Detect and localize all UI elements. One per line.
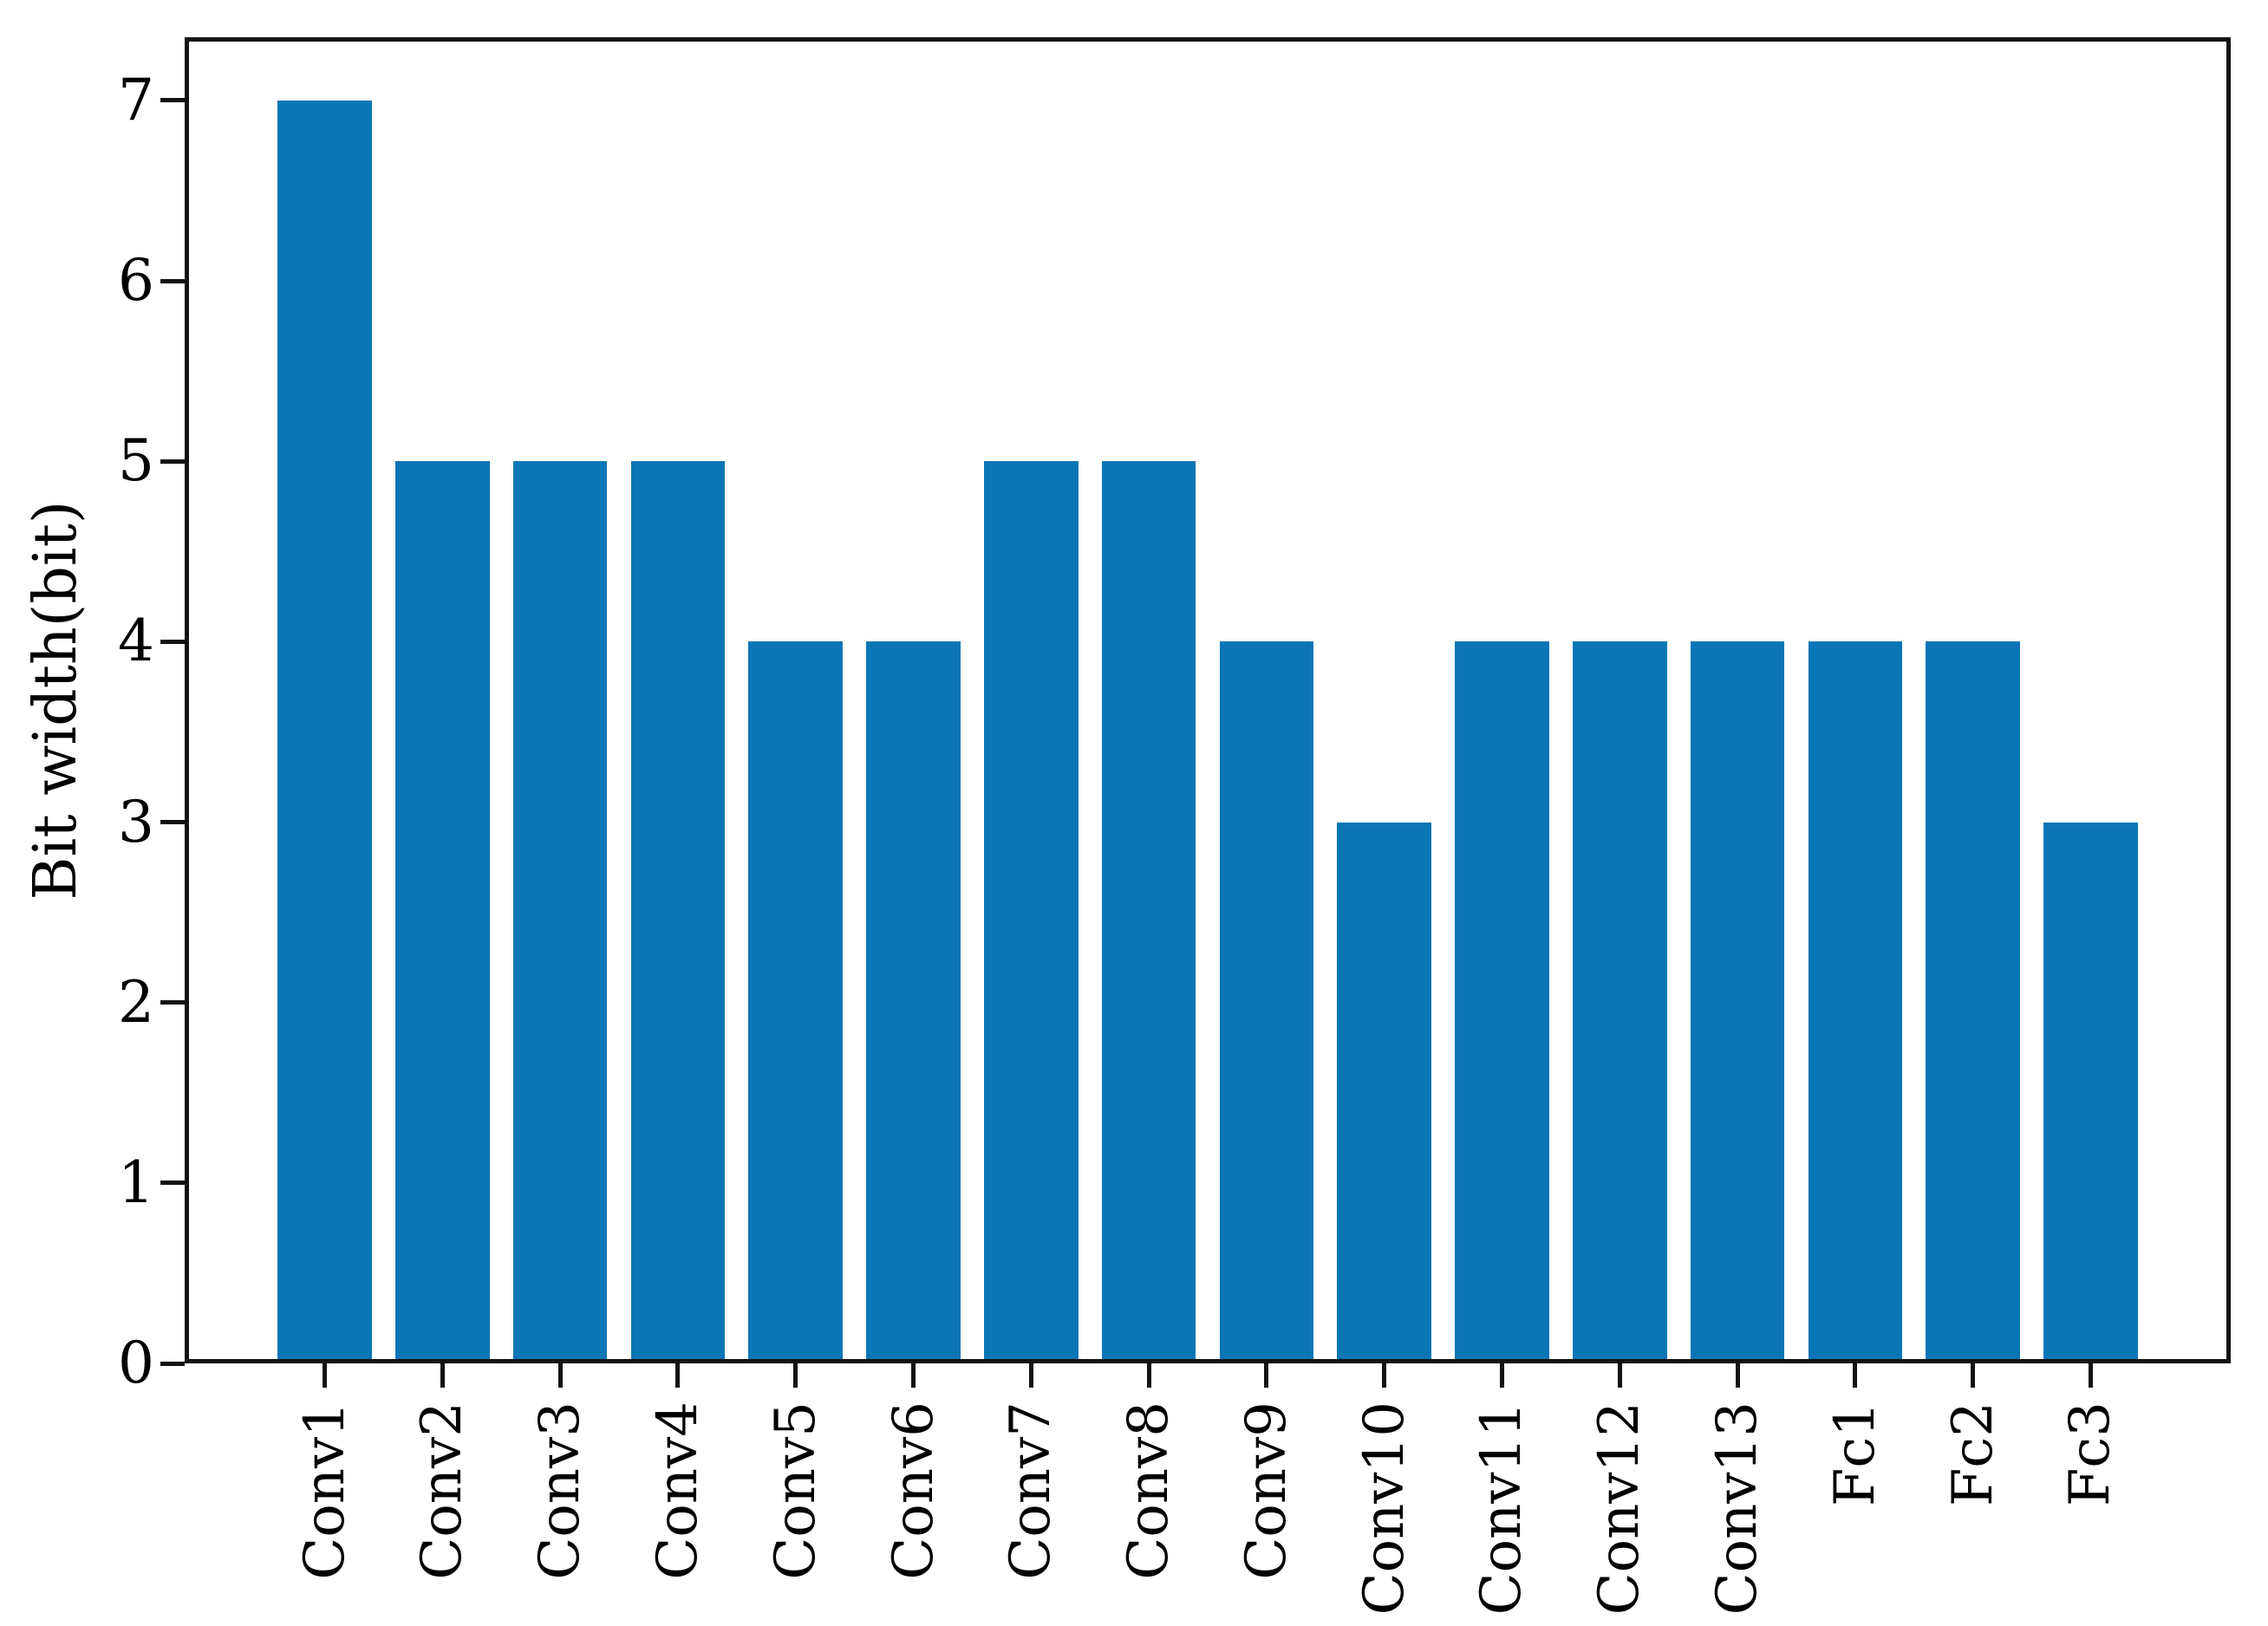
bar-fc3: [2043, 822, 2138, 1363]
x-tick-label-conv8: Conv8: [1117, 1402, 1182, 1580]
y-tick-label-0: 0: [118, 1330, 154, 1396]
y-tick-label-3: 3: [118, 788, 154, 855]
bar-conv1: [277, 100, 372, 1363]
x-tick-label-conv6: Conv6: [881, 1402, 946, 1580]
y-tick-7: [160, 98, 185, 103]
y-tick-label-6: 6: [118, 247, 154, 315]
x-tick-label-conv11: Conv11: [1470, 1402, 1535, 1616]
bar-conv2: [395, 461, 490, 1363]
x-tick-label-conv4: Conv4: [645, 1402, 710, 1580]
bar-conv12: [1572, 641, 1667, 1363]
bar-conv3: [512, 461, 608, 1363]
x-tick-conv12: [1617, 1363, 1622, 1388]
x-tick-label-conv5: Conv5: [763, 1402, 828, 1580]
x-tick-conv7: [1028, 1363, 1033, 1388]
x-tick-conv2: [440, 1363, 445, 1388]
x-tick-fc1: [1853, 1363, 1858, 1388]
x-tick-conv6: [911, 1363, 916, 1388]
y-tick-label-2: 2: [118, 968, 154, 1036]
bar-fc2: [1926, 641, 2020, 1363]
bar-conv9: [1219, 641, 1314, 1363]
x-tick-conv1: [323, 1363, 328, 1388]
plot-area: [185, 37, 2231, 1363]
x-tick-label-conv1: Conv1: [292, 1402, 357, 1580]
y-tick-4: [160, 639, 185, 644]
x-tick-label-conv13: Conv13: [1705, 1402, 1770, 1616]
x-tick-conv4: [675, 1363, 681, 1388]
bar-conv8: [1101, 461, 1196, 1363]
x-tick-label-conv12: Conv12: [1587, 1402, 1652, 1616]
x-tick-label-conv3: Conv3: [528, 1402, 593, 1580]
y-tick-1: [160, 1180, 185, 1186]
y-tick-6: [160, 278, 185, 283]
x-tick-label-fc2: Fc2: [1940, 1402, 2005, 1506]
y-tick-label-7: 7: [118, 66, 154, 133]
y-tick-5: [160, 459, 185, 464]
y-tick-label-5: 5: [118, 427, 154, 495]
x-tick-label-fc3: Fc3: [2058, 1402, 2123, 1506]
bar-conv13: [1690, 641, 1785, 1363]
x-tick-fc3: [2088, 1363, 2093, 1388]
y-tick-label-4: 4: [118, 608, 154, 675]
y-tick-3: [160, 820, 185, 824]
y-tick-2: [160, 1000, 185, 1005]
x-tick-conv10: [1382, 1363, 1387, 1388]
y-tick-label-1: 1: [118, 1148, 154, 1216]
x-tick-conv5: [793, 1363, 798, 1388]
bar-conv6: [866, 641, 961, 1363]
x-tick-label-conv9: Conv9: [1234, 1402, 1299, 1580]
bar-conv4: [630, 461, 726, 1363]
bar-conv11: [1455, 641, 1549, 1363]
x-tick-label-conv10: Conv10: [1352, 1402, 1417, 1616]
bar-fc1: [1808, 641, 1903, 1363]
x-tick-label-conv7: Conv7: [999, 1402, 1064, 1580]
x-tick-label-fc1: Fc1: [1822, 1402, 1887, 1506]
x-tick-conv9: [1264, 1363, 1269, 1388]
y-tick-0: [160, 1361, 185, 1366]
x-tick-conv3: [557, 1363, 563, 1388]
x-tick-conv8: [1146, 1363, 1151, 1388]
x-tick-conv13: [1735, 1363, 1740, 1388]
x-tick-fc2: [1971, 1363, 1976, 1388]
bar-conv7: [984, 461, 1079, 1363]
x-tick-conv11: [1499, 1363, 1504, 1388]
bar-conv5: [748, 641, 844, 1363]
bar-conv10: [1337, 822, 1431, 1363]
x-tick-label-conv2: Conv2: [410, 1402, 475, 1580]
